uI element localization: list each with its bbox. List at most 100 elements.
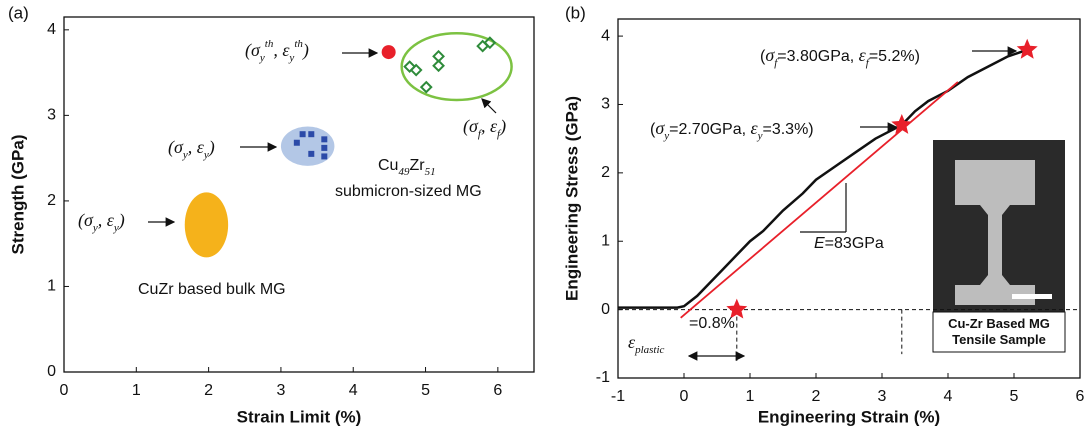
x-axis-label: Strain Limit (%): [237, 407, 362, 426]
annotation-part: th: [265, 38, 274, 50]
point: [432, 59, 445, 73]
annotation-part: CuZr based bulk MG: [138, 281, 286, 298]
region: [280, 126, 335, 166]
annotation-part: y: [113, 222, 119, 234]
point: [321, 144, 328, 151]
panel-label: (b): [565, 3, 586, 22]
point: [321, 136, 328, 143]
annotation: (σy, εy): [168, 137, 215, 160]
y-tick-label: 4: [601, 27, 610, 44]
annotation-part: σ: [655, 118, 665, 138]
annotation-part: (σ: [168, 137, 184, 158]
region: [400, 32, 513, 102]
plot-frame: [617, 18, 1081, 379]
annotation: εplastic: [628, 332, 665, 355]
y-tick-label: 4: [47, 21, 56, 38]
annotation: (σy=2.70GPa, εy=3.3%): [650, 118, 814, 141]
annotation: (σyth, εyth): [245, 38, 309, 64]
annotation-part: y: [757, 130, 763, 142]
star: [726, 298, 748, 319]
point: [308, 150, 315, 157]
x-tick-label: 4: [349, 382, 358, 399]
annotation-part: σ: [765, 45, 775, 65]
annotation-part: f: [774, 57, 779, 69]
y-axis-label: Engineering Stress (GPa): [562, 96, 581, 301]
annotation: Tensile Sample: [952, 332, 1046, 347]
annotation-part: , ε: [188, 137, 205, 157]
annotation: CuZr based bulk MG: [138, 281, 286, 298]
annotation: Cu49Zr51: [378, 157, 436, 177]
annotation-part: y: [288, 52, 294, 64]
y-axis-label: Strength (GPa): [8, 135, 27, 255]
annotation: (σf=3.80GPa, εf=5.2%): [760, 45, 920, 68]
annotation: submicron-sized MG: [335, 183, 482, 200]
x-tick-label: 4: [944, 388, 953, 405]
annotation-part: , ε: [481, 116, 498, 136]
point: [409, 63, 423, 77]
annotation-part: (σ: [463, 116, 479, 137]
annotation-part: ): [208, 137, 215, 158]
annotation: =0.8%: [689, 315, 735, 332]
point: [483, 36, 497, 50]
y-tick-label: 3: [47, 107, 56, 124]
y-tick-label: 0: [47, 363, 56, 380]
annotation-part: plastic: [634, 344, 664, 356]
annotation-part: f: [497, 128, 502, 140]
annotation-part: y: [259, 52, 265, 64]
panel-label: (a): [8, 3, 29, 22]
elastic-fit-line: [680, 81, 959, 319]
x-tick-label: 5: [1010, 388, 1019, 405]
annotation-part: y: [203, 149, 209, 161]
y-tick-label: 2: [47, 192, 56, 209]
y-tick-label: 1: [601, 232, 610, 249]
point: [308, 131, 315, 138]
star: [1016, 38, 1038, 59]
annotation-part: f: [866, 57, 871, 69]
x-axis-label: Engineering Strain (%): [758, 407, 940, 426]
annotation-part: ): [118, 210, 125, 231]
point: [419, 80, 433, 94]
point: [381, 45, 396, 60]
annotation-part: submicron-sized MG: [335, 183, 482, 200]
annotation-part: f: [478, 128, 483, 140]
annotation-part: ε: [859, 45, 867, 65]
annotation-part: 49: [398, 166, 410, 178]
annotation: E=83GPa: [814, 235, 884, 252]
annotation-part: ε: [628, 332, 636, 352]
annotation-part: Tensile Sample: [952, 332, 1046, 347]
y-tick-label: 1: [47, 278, 56, 295]
region: [184, 192, 229, 258]
plot-frame: [63, 16, 535, 373]
x-tick-label: 0: [60, 382, 69, 399]
y-tick-label: -1: [596, 369, 610, 386]
annotation-part: =2.70GPa,: [669, 121, 750, 138]
annotation-part: ε: [751, 118, 759, 138]
point: [321, 153, 328, 160]
annotation-part: y: [663, 130, 669, 142]
annotation-part: =0.8%: [689, 315, 735, 332]
annotation-part: =3.80GPa,: [777, 48, 858, 65]
annotation: Cu-Zr Based MG: [948, 316, 1050, 331]
annotation-part: (σ: [78, 210, 94, 231]
x-tick-label: 1: [746, 388, 755, 405]
annotation-part: E: [814, 235, 825, 252]
annotation-part: Cu: [378, 157, 398, 174]
annotation-part: y: [92, 222, 98, 234]
x-tick-label: 2: [812, 388, 821, 405]
annotation-part: (σ: [245, 40, 261, 61]
y-tick-label: 0: [601, 301, 610, 318]
point: [293, 139, 300, 146]
y-tick-label: 2: [601, 164, 610, 181]
annotation-part: 51: [425, 166, 436, 178]
annotation: (σf, εf): [463, 116, 506, 139]
x-tick-label: 6: [1076, 388, 1085, 405]
annotation-part: =83GPa: [825, 235, 884, 252]
annotation-part: =3.3%): [762, 121, 813, 138]
annotation-part: y: [182, 149, 188, 161]
annotation-part: Zr: [409, 157, 425, 174]
annotation-part: =5.2%): [869, 48, 920, 65]
y-tick-label: 3: [601, 96, 610, 113]
annotation-part: (: [650, 121, 656, 138]
inset-image: [932, 140, 1066, 353]
